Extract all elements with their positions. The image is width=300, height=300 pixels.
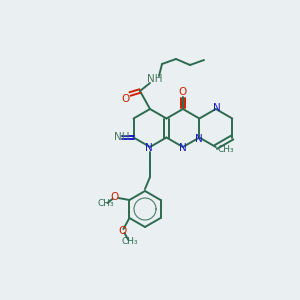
Text: O: O [121,94,129,104]
Text: N: N [213,103,221,113]
Text: NH: NH [114,133,129,142]
Text: N: N [179,143,187,153]
Text: N: N [145,143,153,153]
Text: N: N [196,134,203,143]
Text: O: O [110,192,118,202]
Text: NH: NH [147,74,163,84]
Text: CH₃: CH₃ [218,146,234,154]
Text: CH₃: CH₃ [97,200,114,208]
Text: O: O [179,87,187,97]
Text: CH₃: CH₃ [121,236,138,245]
Text: O: O [118,226,127,236]
